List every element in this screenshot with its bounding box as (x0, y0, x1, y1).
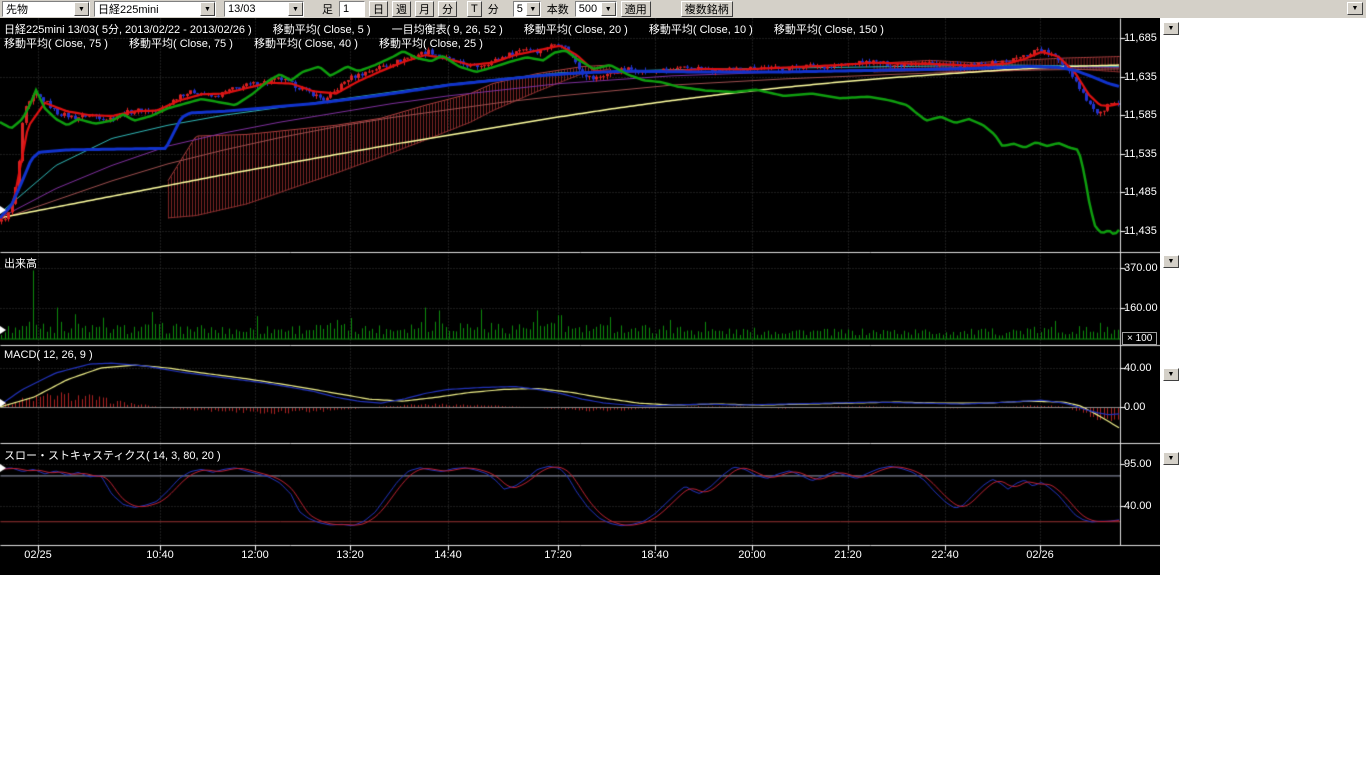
period-month-button[interactable]: 月 (415, 1, 434, 17)
period-week-button[interactable]: 週 (392, 1, 411, 17)
price-axis-label: 11,585 (1124, 109, 1157, 121)
minute-unit-label: 分 (487, 4, 499, 16)
price-axis-label: 11,685 (1124, 32, 1157, 44)
panel-menu-button-macd[interactable]: ▼ (1163, 368, 1179, 381)
chart-canvas[interactable] (0, 18, 1160, 575)
panel-menu-button-volume[interactable]: ▼ (1163, 255, 1179, 268)
legend-row-2: 移動平均( Close, 75 ) 移動平均( Close, 75 ) 移動平均… (4, 35, 501, 51)
contract-month-select[interactable]: 13/03 ▼ (224, 1, 304, 17)
macd-axis-label: 40.00 (1124, 362, 1152, 374)
instrument-type-select[interactable]: 先物 ▼ (2, 1, 90, 17)
tick-button[interactable]: T (467, 1, 482, 17)
time-axis-label: 18:40 (641, 549, 669, 561)
legend-item: 移動平均( Close, 10 ) (648, 24, 753, 36)
volume-axis-label: 370.00 (1124, 262, 1158, 274)
panel-menu-button-stochastics[interactable]: ▼ (1163, 452, 1179, 465)
time-axis-label: 20:00 (738, 549, 766, 561)
time-axis-label: 21:20 (834, 549, 862, 561)
chevron-down-icon[interactable]: ▼ (600, 2, 616, 16)
bar-interval-select[interactable]: 5 ▼ (512, 1, 541, 17)
stochastics-axis-label: 95.00 (1124, 458, 1152, 470)
symbol-value: 日経225mini (98, 4, 159, 16)
stochastics-panel-label: スロー・ストキャスティクス( 14, 3, 80, 20 ) (4, 450, 221, 462)
interval-value: 1 (343, 3, 350, 15)
time-axis-label: 22:40 (931, 549, 959, 561)
chevron-down-icon[interactable]: ▼ (288, 2, 303, 16)
panel-menu-button-price[interactable]: ▼ (1163, 22, 1179, 35)
volume-multiplier-badge: × 100 (1122, 332, 1158, 345)
contract-month-value: 13/03 (228, 3, 256, 15)
bar-count-label: 本数 (546, 4, 569, 16)
multi-symbol-button[interactable]: 複数銘柄 (680, 1, 733, 17)
interval-value-input[interactable]: 1 (339, 1, 365, 17)
time-axis-label: 02/26 (1026, 549, 1054, 561)
price-axis-label: 11,535 (1124, 148, 1157, 160)
period-minute-button[interactable]: 分 (438, 1, 457, 17)
time-axis-label: 17:20 (544, 549, 572, 561)
symbol-select[interactable]: 日経225mini ▼ (94, 1, 216, 17)
stochastics-axis-label: 40.00 (1124, 500, 1152, 512)
volume-axis-label: 160.00 (1124, 302, 1158, 314)
chevron-down-icon[interactable]: ▼ (200, 2, 215, 16)
apply-button[interactable]: 適用 (620, 1, 651, 17)
bar-interval-value: 5 (516, 3, 523, 15)
price-axis-label: 11,485 (1124, 186, 1157, 198)
time-axis-label: 14:40 (434, 549, 462, 561)
period-day-button[interactable]: 日 (369, 1, 388, 17)
toolbar-dropdown-button[interactable]: ▼ (1347, 2, 1363, 15)
chevron-down-icon[interactable]: ▼ (525, 2, 540, 16)
legend-item: 移動平均( Close, 25 ) (378, 38, 483, 50)
price-axis-label: 11,635 (1124, 71, 1157, 83)
legend-item: 移動平均( Close, 20 ) (523, 24, 628, 36)
chart-title: 日経225mini 13/03( 5分, 2013/02/22 - 2013/0… (4, 24, 252, 36)
legend-item: 移動平均( Close, 75 ) (4, 38, 108, 50)
toolbar: 先物 ▼ 日経225mini ▼ 13/03 ▼ 足 1 日 週 月 分 T 分… (0, 0, 1366, 18)
legend-item: 移動平均( Close, 75 ) (128, 38, 233, 50)
bar-type-label: 足 (322, 4, 333, 16)
price-axis-label: 11,435 (1124, 225, 1157, 237)
time-axis-label: 02/25 (24, 549, 52, 561)
chevron-down-icon[interactable]: ▼ (74, 2, 89, 16)
instrument-type-value: 先物 (6, 4, 28, 16)
macd-panel-label: MACD( 12, 26, 9 ) (4, 349, 93, 361)
legend-row-1: 日経225mini 13/03( 5分, 2013/02/22 - 2013/0… (4, 21, 902, 37)
legend-item: 移動平均( Close, 5 ) (272, 24, 371, 36)
time-axis-label: 10:40 (146, 549, 174, 561)
legend-item: 移動平均( Close, 40 ) (253, 38, 358, 50)
bar-count-select[interactable]: 500 ▼ (574, 1, 617, 17)
legend-item: 一目均衡表( 9, 26, 52 ) (391, 24, 503, 36)
legend-item: 移動平均( Close, 150 ) (773, 24, 884, 36)
macd-axis-label: 0.00 (1124, 401, 1146, 413)
time-axis-label: 12:00 (241, 549, 269, 561)
bar-count-value: 500 (578, 3, 598, 15)
time-axis-label: 13:20 (336, 549, 364, 561)
volume-panel-label: 出来高 (4, 258, 37, 270)
chart-region: 日経225mini 13/03( 5分, 2013/02/22 - 2013/0… (0, 18, 1160, 575)
